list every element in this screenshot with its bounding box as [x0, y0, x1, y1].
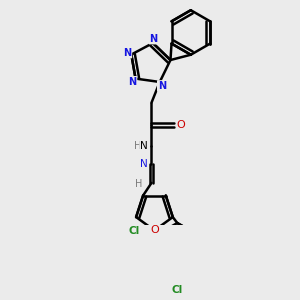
- Text: N: N: [158, 81, 166, 91]
- Text: Cl: Cl: [129, 226, 140, 236]
- Text: N: N: [140, 159, 148, 170]
- Text: H: H: [135, 179, 142, 189]
- Text: O: O: [150, 225, 159, 236]
- Text: O: O: [177, 120, 185, 130]
- Text: Cl: Cl: [172, 285, 183, 295]
- Text: H: H: [134, 141, 141, 151]
- Text: N: N: [149, 34, 158, 44]
- Text: N: N: [140, 141, 148, 151]
- Text: N: N: [123, 48, 131, 58]
- Text: N: N: [128, 77, 136, 87]
